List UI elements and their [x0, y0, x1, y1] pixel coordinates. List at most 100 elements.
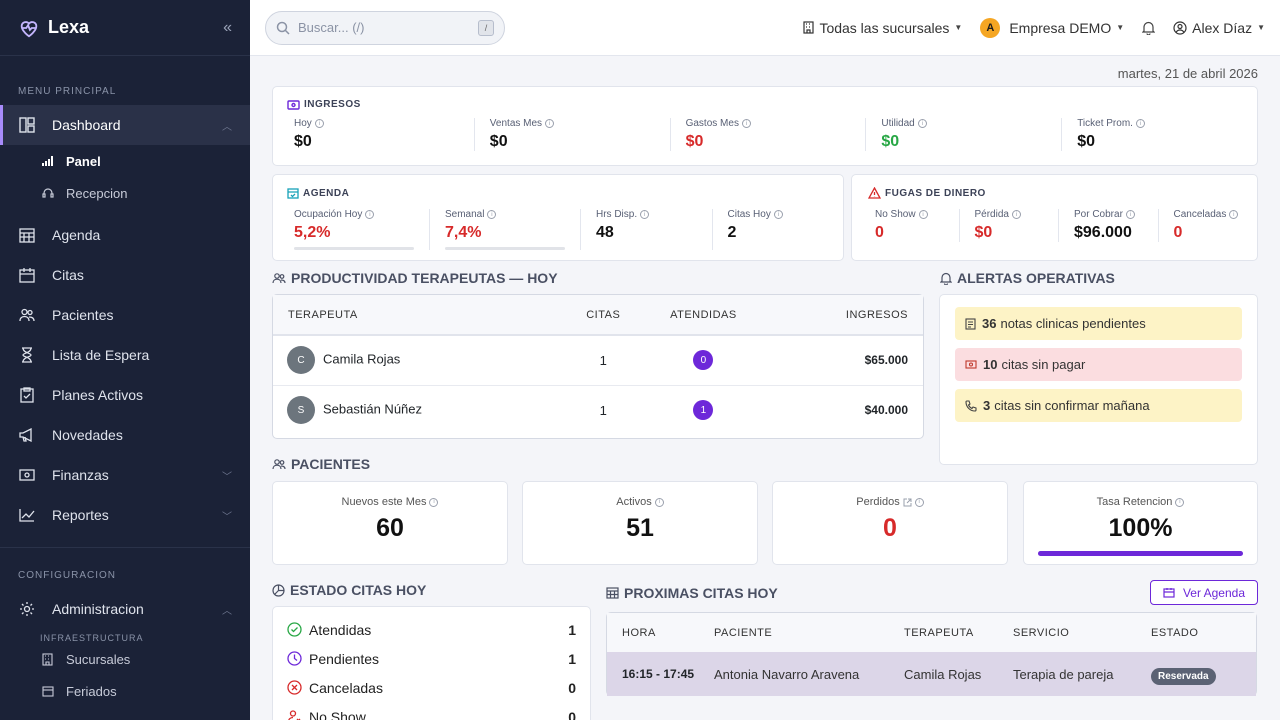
info-icon[interactable]: i	[918, 210, 928, 219]
sidebar-item-novedades[interactable]: Novedades	[0, 415, 250, 455]
metric-label: Gastos Mes	[685, 118, 739, 129]
sidebar-item-label: Agenda	[52, 227, 101, 243]
proximas-table: HORA PACIENTE TERAPEUTA SERVICIO ESTADO …	[607, 613, 1256, 696]
sidebar-sub-feriados[interactable]: Feriados	[0, 675, 250, 707]
megaphone-icon	[18, 426, 36, 444]
metric-value: 2	[727, 224, 737, 241]
metric-value: $0	[685, 133, 704, 150]
topbar: / Todas las sucursales ▼ A Empresa DEMO …	[250, 0, 1280, 56]
external-link-icon[interactable]	[903, 498, 912, 507]
estado-title: ESTADO CITAS HOY	[290, 582, 427, 598]
info-icon[interactable]: i	[773, 210, 783, 219]
info-icon[interactable]: i	[1135, 119, 1145, 128]
sidebar-sub-sucursales[interactable]: Sucursales	[0, 643, 250, 675]
infra-label: INFRAESTRUCTURA	[40, 633, 144, 643]
metric-value: $0	[881, 133, 900, 150]
attended-badge: 1	[693, 400, 714, 421]
ver-agenda-label: Ver Agenda	[1182, 585, 1245, 600]
info-icon[interactable]: i	[1125, 210, 1135, 219]
retention-bar	[1038, 551, 1243, 556]
info-icon[interactable]: i	[1229, 210, 1239, 219]
info-icon[interactable]: i	[487, 210, 497, 219]
info-icon[interactable]: i	[741, 119, 751, 128]
kpi-label: Activos	[616, 496, 652, 508]
bell-icon	[1142, 21, 1156, 35]
alert-notas[interactable]: 36 notas clinicas pendientes	[955, 307, 1242, 340]
metric-no-show: No Show i 0	[860, 209, 959, 242]
search-box[interactable]: /	[265, 10, 505, 45]
sidebar-item-planes[interactable]: Planes Activos	[0, 375, 250, 415]
user-menu[interactable]: Alex Díaz ▼	[1173, 20, 1265, 36]
metric-label: No Show	[875, 209, 916, 220]
info-icon[interactable]: i	[654, 497, 664, 507]
cell-paciente: Antonia Navarro Aravena	[714, 666, 860, 682]
col-estado: ESTADO	[1151, 626, 1199, 639]
users-icon	[272, 459, 286, 470]
table-header-row: HORA PACIENTE TERAPEUTA SERVICIO ESTADO	[607, 613, 1256, 652]
col-atendidas: ATENDIDAS	[670, 308, 737, 321]
col-hora: HORA	[622, 626, 656, 639]
sidebar-item-reportes[interactable]: Reportes ﹀	[0, 495, 250, 535]
status-no-show: No Show 0	[273, 702, 590, 720]
collapse-sidebar-icon[interactable]: «	[223, 18, 232, 36]
table-header-row: TERAPEUTA CITAS ATENDIDAS INGRESOS	[273, 295, 923, 335]
metric-value: 7,4%	[445, 224, 482, 241]
table-row[interactable]: 16:15 - 17:45 Antonia Navarro Aravena Ca…	[607, 652, 1256, 696]
info-icon[interactable]: i	[314, 119, 324, 128]
info-icon[interactable]: i	[365, 210, 375, 219]
phone-icon	[965, 399, 977, 412]
line-chart-icon	[18, 506, 36, 524]
col-servicio: SERVICIO	[1013, 626, 1070, 639]
table-row: C Camila Rojas 1 0 $65.000	[273, 335, 923, 385]
section-config-label: CONFIGURACION	[18, 570, 116, 581]
estado-card: Atendidas 1 Pendientes 1 Canceladas 0 No Sh…	[272, 606, 591, 720]
sidebar-item-agenda[interactable]: Agenda	[0, 215, 250, 255]
info-icon[interactable]: i	[1175, 497, 1185, 507]
calendar-grid-icon	[18, 226, 36, 244]
info-icon[interactable]: i	[1011, 210, 1021, 219]
info-icon[interactable]: i	[545, 119, 555, 128]
cash-icon	[965, 360, 977, 369]
sidebar-item-pacientes[interactable]: Pacientes	[0, 295, 250, 335]
info-icon[interactable]: i	[640, 210, 650, 219]
x-circle-icon	[287, 680, 303, 695]
sidebar-item-dashboard[interactable]: Dashboard ︿	[0, 105, 250, 145]
sidebar-item-finanzas[interactable]: Finanzas ﹀	[0, 455, 250, 495]
check-circle-icon	[287, 622, 303, 637]
calendar-check-icon	[287, 188, 299, 199]
sidebar-item-lista-espera[interactable]: Lista de Espera	[0, 335, 250, 375]
chevron-up-icon: ︿	[222, 605, 232, 617]
cell-terapeuta: Camila Rojas	[904, 666, 982, 682]
branch-selector[interactable]: Todas las sucursales ▼	[803, 20, 962, 36]
search-input[interactable]	[298, 20, 478, 35]
info-icon[interactable]: i	[914, 497, 924, 507]
metric-ticket-prom: Ticket Prom. i $0	[1061, 118, 1257, 151]
sidebar-item-label: Administracion	[52, 601, 144, 617]
info-icon[interactable]: i	[917, 119, 927, 128]
sidebar-sub-recepcion[interactable]: Recepcion	[0, 177, 250, 209]
metric-label: Pérdida	[974, 209, 1009, 220]
alert-text: citas sin confirmar mañana	[994, 398, 1150, 413]
metric-value: 0	[875, 224, 884, 241]
sidebar-item-administracion[interactable]: Administracion ︿	[0, 589, 250, 629]
sidebar-sub-panel[interactable]: Panel	[0, 145, 250, 177]
info-icon[interactable]: i	[429, 497, 439, 507]
alertas-heading: ALERTAS OPERATIVAS	[940, 270, 1115, 286]
alert-sin-pagar[interactable]: 10 citas sin pagar	[955, 348, 1242, 381]
proximas-heading: PROXIMAS CITAS HOY	[606, 585, 778, 601]
sidebar-item-citas[interactable]: Citas	[0, 255, 250, 295]
company-selector[interactable]: A Empresa DEMO ▼	[980, 17, 1124, 38]
sidebar-sub-label: Feriados	[66, 683, 117, 699]
kpi-value: 60	[376, 514, 404, 542]
metric-label: Hoy	[294, 118, 312, 129]
notifications-button[interactable]	[1142, 21, 1156, 35]
metric-label: Ventas Mes	[489, 118, 543, 129]
clock-icon	[287, 651, 303, 666]
metric-canceladas: Canceladas i 0	[1157, 209, 1258, 242]
alert-sin-confirmar[interactable]: 3 citas sin confirmar mañana	[955, 389, 1242, 422]
ver-agenda-button[interactable]: Ver Agenda	[1149, 580, 1258, 605]
kpi-perdidos[interactable]: Perdidos i 0	[772, 481, 1008, 565]
status-count: 1	[568, 621, 576, 638]
agenda-card: AGENDA Ocupación Hoy i 5,2% Semanal i 7,4% H…	[272, 174, 844, 261]
fugas-title: FUGAS DE DINERO	[885, 187, 986, 199]
